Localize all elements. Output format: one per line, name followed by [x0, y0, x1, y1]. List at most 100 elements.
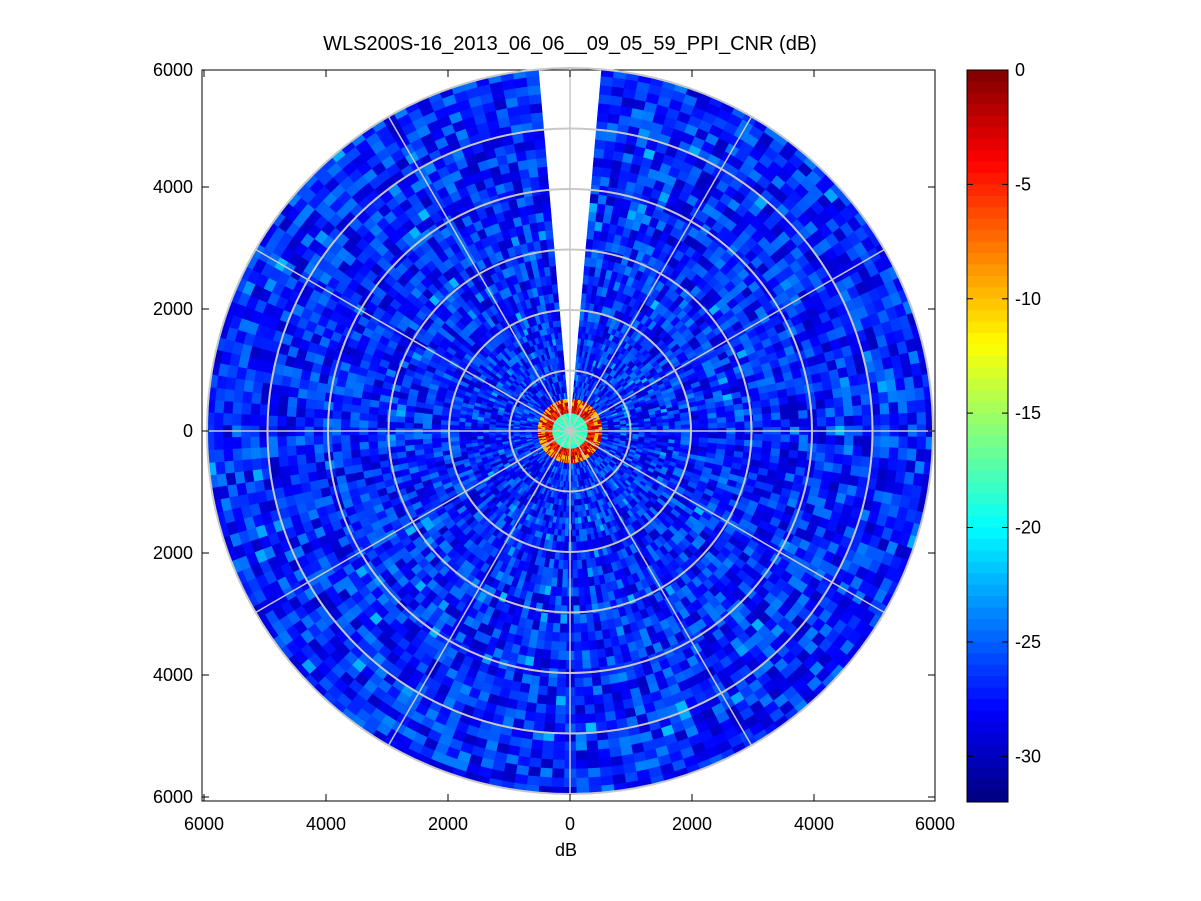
- heatmap-cell: [431, 432, 442, 439]
- heatmap-cell: [476, 432, 484, 437]
- heatmap-cell: [638, 426, 646, 431]
- heatmap-cell: [576, 568, 584, 579]
- heatmap-cell: [571, 511, 575, 519]
- heatmap-cell: [674, 420, 682, 426]
- heatmap-cell: [717, 422, 728, 429]
- heatmap-cell: [404, 444, 415, 452]
- heatmap-cell: [576, 559, 583, 570]
- heatmap-cell: [482, 432, 490, 436]
- heatmap-cell: [458, 436, 466, 442]
- heatmap-cell: [470, 435, 478, 440]
- heatmap-cell: [412, 433, 423, 440]
- heatmap-cell: [404, 416, 415, 424]
- heatmap-cell: [577, 577, 585, 588]
- heatmap-cell: [566, 405, 569, 410]
- heatmap-cell: [708, 422, 718, 429]
- heatmap-cell: [570, 499, 575, 507]
- heatmap-cell: [570, 505, 575, 513]
- heatmap-cell: [422, 433, 432, 440]
- heatmap-cell: [559, 343, 564, 351]
- heatmap-cell: [550, 274, 558, 285]
- heatmap-cell: [494, 431, 502, 436]
- heatmap-cell: [578, 595, 586, 606]
- heatmap-cell: [716, 416, 727, 424]
- heatmap-cell: [563, 535, 569, 543]
- heatmap-cell: [674, 432, 682, 438]
- heatmap-cell: [562, 559, 569, 570]
- heatmap-cell: [571, 559, 578, 570]
- heatmap-cell: [662, 425, 670, 430]
- heatmap-cell: [549, 265, 557, 276]
- heatmap-cell: [725, 410, 736, 418]
- heatmap-cell: [560, 596, 568, 607]
- heatmap-cell: [554, 310, 561, 321]
- heatmap-cell: [422, 422, 432, 429]
- heatmap-cell: [565, 398, 568, 403]
- heatmap-cell: [557, 331, 563, 339]
- heatmap-cell: [734, 409, 745, 417]
- heatmap-cell: [470, 432, 478, 437]
- heatmap-cell: [561, 578, 568, 589]
- heatmap-cell: [725, 416, 736, 424]
- heatmap-cell: [571, 541, 577, 552]
- heatmap-cell: [552, 292, 560, 303]
- heatmap-cell: [561, 569, 568, 579]
- heatmap-cell: [559, 349, 564, 357]
- heatmap-cell: [650, 426, 658, 430]
- heatmap-cell: [656, 425, 664, 430]
- heatmap-cell: [488, 431, 496, 436]
- heatmap-cell: [464, 425, 472, 430]
- heatmap-cell: [458, 424, 466, 430]
- heatmap-cell: [698, 432, 709, 439]
- heatmap-cell: [571, 535, 577, 543]
- heatmap-cell: [584, 595, 592, 606]
- heatmap-cell: [556, 319, 562, 327]
- chart-title: WLS200S-16_2013_06_06__09_05_59_PPI_CNR …: [323, 33, 817, 55]
- heatmap-cell: [698, 418, 709, 425]
- heatmap-cell: [583, 586, 591, 597]
- heatmap-cell: [680, 424, 691, 430]
- heatmap-cell: [644, 426, 652, 431]
- heatmap-cells: [206, 69, 934, 795]
- heatmap-cell: [734, 415, 745, 423]
- heatmap-cell: [563, 380, 567, 387]
- heatmap-cell: [698, 423, 709, 430]
- heatmap-cell: [412, 422, 423, 429]
- heatmap-cell: [403, 421, 414, 429]
- heatmap-cell: [555, 586, 563, 597]
- heatmap-cell: [726, 433, 737, 441]
- heatmap-cell: [404, 438, 415, 446]
- heatmap-cell: [464, 435, 472, 441]
- heatmap-cell: [564, 529, 569, 537]
- heatmap-cell: [560, 587, 568, 598]
- heatmap-cell: [725, 438, 736, 446]
- heatmap-cell: [413, 438, 424, 446]
- heatmap-cell: [572, 587, 580, 598]
- heatmap-cell: [668, 432, 676, 437]
- heatmap-cell: [431, 423, 442, 430]
- heatmap-cell: [566, 408, 569, 414]
- heatmap-cell: [572, 578, 579, 589]
- heatmap-cell: [707, 417, 718, 425]
- heatmap-cell: [668, 425, 676, 430]
- heatmap-cell: [558, 337, 563, 345]
- heatmap-cell: [735, 433, 746, 441]
- heatmap-cell: [717, 433, 728, 440]
- heatmap-cell: [735, 421, 746, 429]
- heatmap-cell: [458, 432, 466, 438]
- heatmap-cell: [571, 523, 576, 531]
- heatmap-cell: [574, 523, 579, 531]
- heatmap-cell: [572, 569, 579, 579]
- heatmap-cell: [562, 373, 566, 381]
- heatmap-cell: [668, 421, 676, 427]
- heatmap-cell: [726, 421, 737, 429]
- heatmap-cell: [567, 416, 570, 421]
- heatmap-cell: [561, 361, 565, 369]
- heatmap-cell: [708, 433, 718, 440]
- heatmap-cell: [449, 432, 460, 438]
- heatmap-cell: [566, 401, 569, 407]
- heatmap-cell: [574, 529, 580, 537]
- heatmap-cell: [422, 437, 433, 445]
- heatmap-cell: [571, 517, 576, 525]
- heatmap-cell: [567, 412, 570, 417]
